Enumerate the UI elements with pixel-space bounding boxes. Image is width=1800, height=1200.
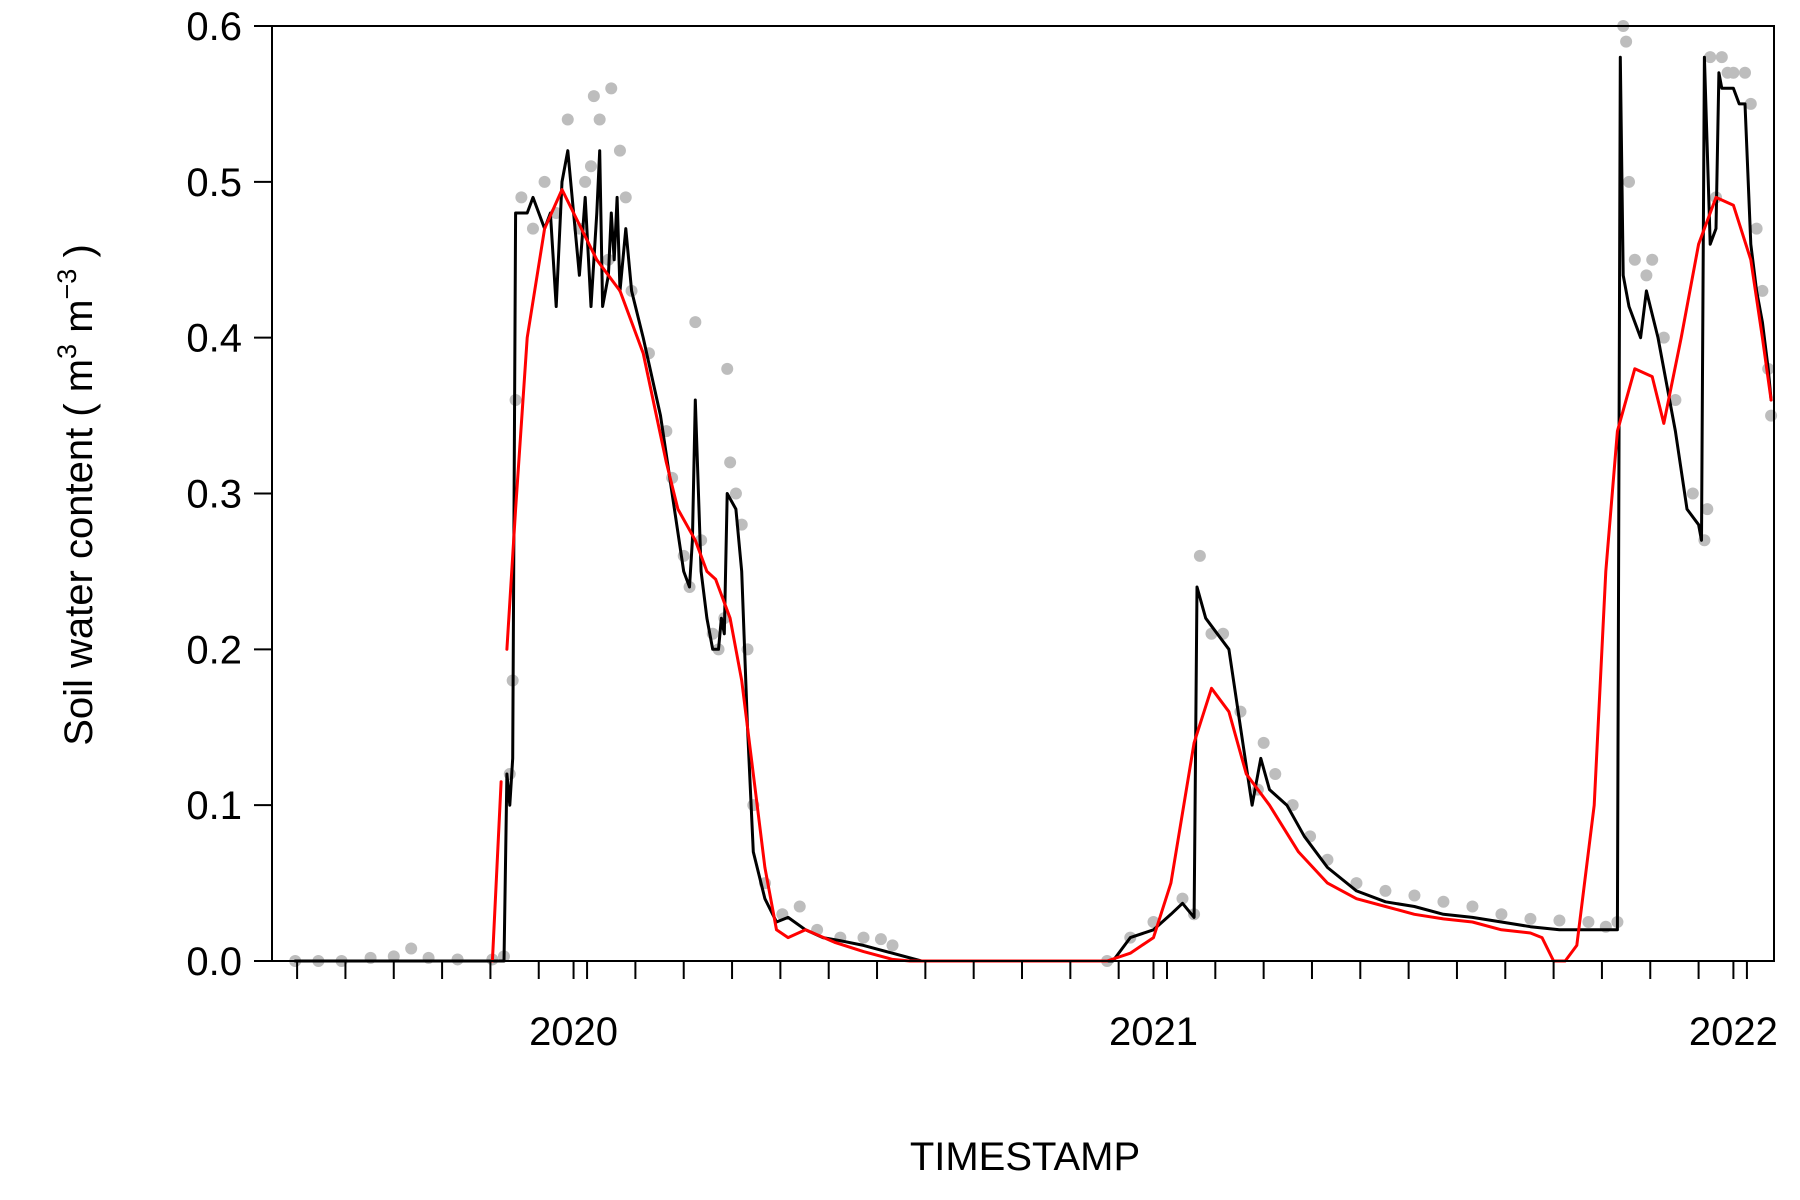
y-tick-label: 0.1 [186, 784, 242, 828]
data-point [1350, 877, 1363, 890]
observed-line [293, 55, 1773, 963]
data-point [1269, 768, 1282, 780]
data-point [1739, 66, 1752, 79]
data-point [1744, 97, 1757, 110]
data-point [515, 191, 528, 204]
data-point [1582, 916, 1595, 929]
axes: 0.0 0.1 0.2 0.3 0.4 0.5 0.6 2020 2021 2022 [186, 5, 1778, 1054]
y-axis-title-prefix: Soil water content ( m [57, 359, 101, 746]
data-point [1704, 51, 1717, 64]
data-point [1765, 409, 1778, 422]
y-tick-label: 0.2 [186, 628, 242, 672]
data-point [579, 175, 592, 188]
data-point [1750, 222, 1763, 235]
data-point [451, 953, 464, 966]
x-tick-label: 2020 [529, 1010, 618, 1054]
data-point [1701, 503, 1714, 516]
data-point [874, 933, 887, 946]
data-point [1408, 889, 1421, 902]
y-tick-label: 0.0 [186, 940, 242, 984]
y-tick-label: 0.3 [186, 473, 242, 517]
data-point [605, 82, 618, 95]
data-point [1524, 912, 1537, 925]
y-axis-title-exp2: −3 [52, 269, 82, 300]
data-point [1715, 51, 1728, 64]
data-point [1623, 175, 1636, 188]
y-tick-label: 0.4 [186, 317, 242, 361]
data-point [1628, 253, 1641, 266]
y-tick-label: 0.5 [186, 161, 242, 205]
smoothed-line-b [505, 188, 1773, 963]
data-point [587, 90, 600, 103]
data-point [1437, 895, 1450, 908]
series-lines [293, 55, 1773, 963]
y-axis-title: Soil water content ( m3 m−3 ) [52, 244, 101, 746]
data-point [1646, 253, 1659, 266]
x-axis-title: TIMESTAMP [910, 1135, 1140, 1179]
data-point [405, 942, 418, 955]
y-tick-label: 0.6 [186, 5, 242, 49]
data-point [561, 113, 574, 126]
y-axis-title-exp1: 3 [52, 344, 82, 359]
data-point [1193, 549, 1206, 562]
plot-frame [271, 25, 1775, 962]
data-point [584, 160, 597, 173]
data-point [689, 316, 702, 329]
y-axis-title-suffix: ) [57, 244, 101, 268]
data-point [729, 487, 742, 500]
x-tick-label: 2022 [1689, 1010, 1778, 1054]
smoothed-line-a [490, 780, 503, 963]
data-point [1553, 914, 1566, 927]
y-axis-title-mid: m [57, 299, 101, 343]
data-point [387, 950, 400, 963]
data-point [793, 900, 806, 913]
data-point [1727, 66, 1740, 79]
data-point [1466, 900, 1479, 913]
x-tick-label: 2021 [1109, 1010, 1198, 1054]
data-point [724, 456, 737, 469]
data-point [1620, 35, 1633, 48]
data-point [613, 144, 626, 157]
data-point [721, 362, 734, 375]
data-point [1379, 884, 1392, 897]
data-point [1176, 892, 1189, 905]
data-point [857, 931, 870, 944]
data-point [619, 191, 632, 204]
data-point [538, 175, 551, 188]
data-point [1640, 269, 1653, 282]
data-point [1657, 331, 1670, 344]
data-point [1686, 487, 1699, 500]
data-point [1669, 394, 1682, 406]
data-point [886, 939, 899, 952]
raw-data-points [289, 20, 1778, 967]
data-point [593, 113, 606, 126]
data-point [1756, 284, 1769, 297]
data-point [1257, 736, 1270, 749]
data-point [526, 222, 539, 235]
data-point [1495, 908, 1508, 921]
